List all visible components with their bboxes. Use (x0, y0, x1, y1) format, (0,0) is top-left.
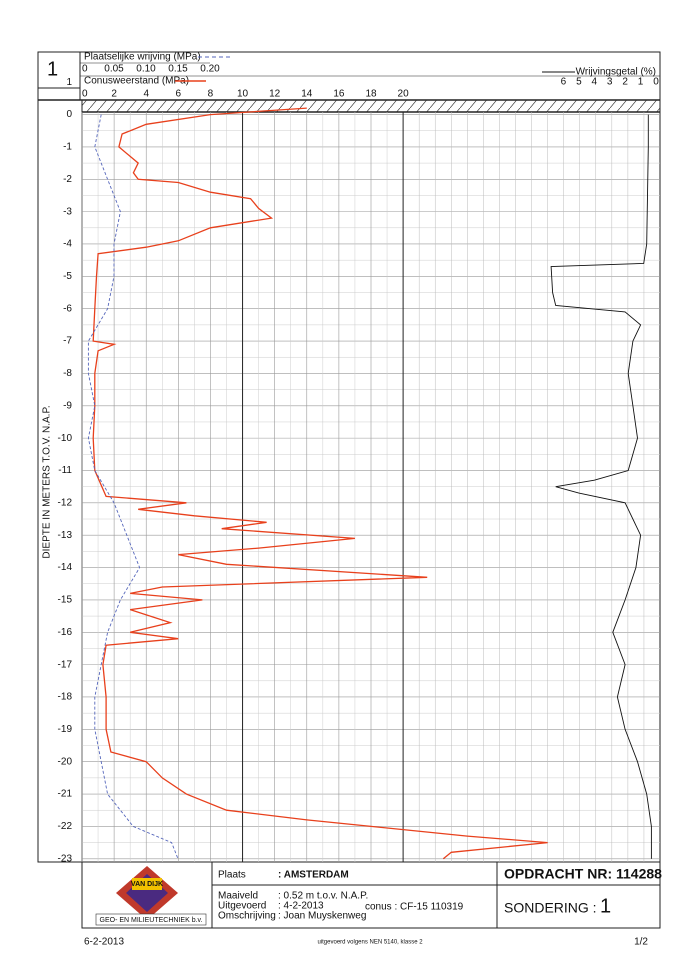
surface-label: Maaiveld (218, 891, 258, 902)
ratio-tick-label: 3 (607, 77, 613, 88)
y-tick-label: -8 (63, 368, 72, 379)
surface: : 0.52 m t.o.v. N.A.P. (278, 891, 368, 902)
cone-tick-label: 14 (301, 89, 313, 100)
desc: : Joan Muyskenweg (278, 911, 366, 922)
page-number: 1/2 (634, 937, 648, 948)
order-number: OPDRACHT NR: 114288 (504, 866, 662, 882)
friction-tick-label: 0.10 (136, 64, 156, 75)
y-tick-label: -6 (63, 303, 72, 314)
friction-tick-label: 0.15 (168, 64, 188, 75)
y-tick-label: -5 (63, 271, 72, 282)
y-tick-label: -9 (63, 400, 72, 411)
cone-tick-label: 18 (365, 89, 377, 100)
place: : AMSTERDAM (278, 870, 349, 881)
y-tick-label: -7 (63, 336, 72, 347)
y-tick-label: -1 (63, 142, 72, 153)
ratio-tick-label: 5 (576, 77, 582, 88)
series-line (550, 114, 652, 859)
y-tick-label: -17 (58, 659, 73, 670)
ratio-tick-label: 6 (561, 77, 567, 88)
y-tick-label: -3 (63, 206, 72, 217)
cone-tick-label: 8 (208, 89, 214, 100)
friction-tick-label: 0.20 (200, 64, 220, 75)
y-tick-label: -4 (63, 239, 72, 250)
cone-info: conus : CF-15 110319 (365, 902, 464, 913)
friction-axis-label: Plaatselijke wrijving (MPa) (84, 52, 201, 63)
company: GEO- EN MILIEUTECHNIEK b.v. (100, 917, 203, 924)
sheet-number: 1 (47, 58, 58, 80)
date: : 4-2-2013 (278, 901, 324, 912)
y-tick-label: 1 (66, 77, 72, 88)
standard: uitgevoerd volgens NEN 5140, klasse 2 (317, 940, 423, 946)
cone-tick-label: 0 (82, 89, 88, 100)
desc-label: Omschrijving (218, 911, 276, 922)
cone-tick-label: 12 (269, 89, 281, 100)
cone-axis-label: Conusweerstand (MPa) (84, 76, 189, 87)
cone-tick-label: 6 (176, 89, 182, 100)
logo (95, 866, 207, 926)
grid (81, 112, 660, 862)
cone-tick-label: 16 (333, 89, 345, 100)
y-axis-label: DIEPTE IN METERS T.O.V. N.A.P. (42, 405, 53, 558)
y-tick-label: -13 (58, 530, 73, 541)
y-tick-label: 0 (66, 109, 72, 120)
ratio-tick-label: 0 (653, 77, 659, 88)
y-tick-label: -14 (58, 562, 73, 573)
place-label: Plaats (218, 870, 246, 881)
y-tick-label: -16 (58, 627, 73, 638)
friction-tick-label: 0.05 (104, 64, 124, 75)
cone-tick-label: 4 (143, 89, 149, 100)
date-label: Uitgevoerd (218, 901, 266, 912)
series-line (87, 114, 179, 859)
ratio-tick-label: 4 (592, 77, 598, 88)
y-tick-label: -20 (58, 756, 73, 767)
sounding-number: 1 (600, 895, 611, 917)
cone-tick-label: 10 (237, 89, 249, 100)
series-line (92, 107, 548, 860)
friction-tick-label: 0 (82, 64, 88, 75)
y-tick-label: -21 (58, 789, 73, 800)
y-tick-label: -12 (58, 497, 73, 508)
sounding-label: SONDERING : (504, 900, 597, 916)
ratio-tick-label: 1 (638, 77, 644, 88)
cone-tick-label: 20 (398, 89, 410, 100)
y-tick-label: -23 (58, 853, 73, 864)
cone-tick-label: 2 (111, 89, 117, 100)
y-tick-label: -11 (58, 465, 72, 476)
y-tick-label: -15 (58, 595, 73, 606)
logo-name: VAN DIJK (131, 881, 163, 888)
y-tick-label: -2 (63, 174, 72, 185)
ratio-tick-label: 2 (622, 77, 628, 88)
print-date: 6-2-2013 (84, 937, 124, 948)
y-tick-label: -19 (58, 724, 73, 735)
y-tick-label: -18 (58, 692, 73, 703)
y-tick-label: -22 (58, 821, 73, 832)
ratio-axis-label: Wrijvingsgetal (%) (576, 67, 656, 78)
y-tick-label: -10 (58, 433, 73, 444)
